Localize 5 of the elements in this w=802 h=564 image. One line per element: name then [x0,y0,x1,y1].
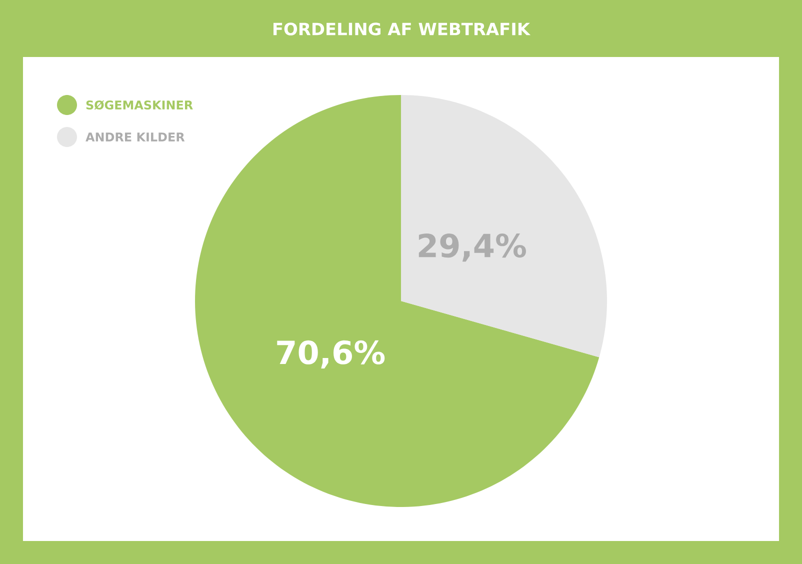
chart-title: FORDELING AF WEBTRAFIK [273,22,531,36]
data-label: 70,6% [277,340,385,369]
data-label: 29,4% [418,234,526,262]
legend-label: SØGEMASKINER [86,100,193,110]
legend-label: ANDRE KILDER [86,132,185,142]
